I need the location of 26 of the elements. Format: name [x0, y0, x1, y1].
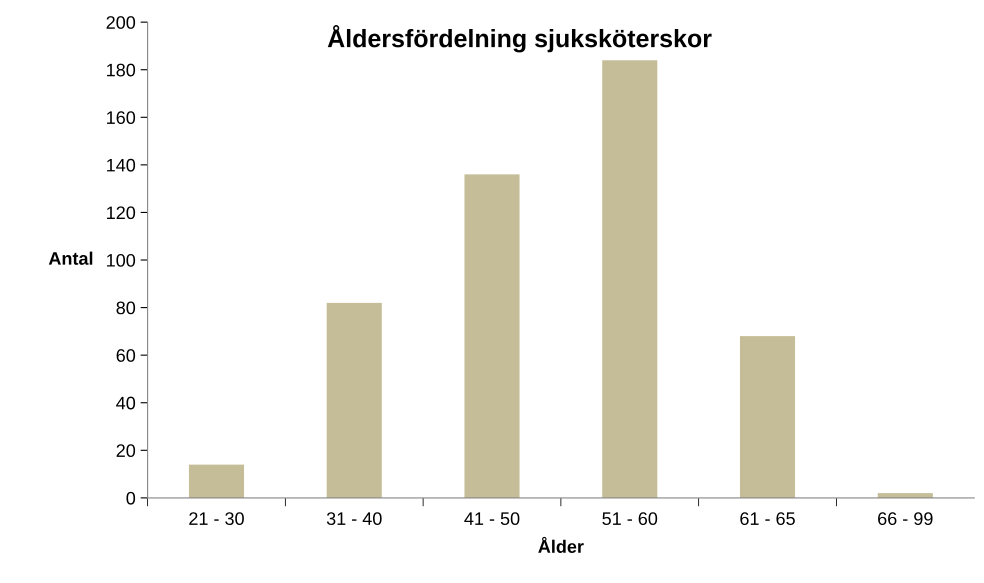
- x-tick-label: 66 - 99: [878, 512, 933, 526]
- y-tick-label: 200: [106, 16, 136, 29]
- y-tick-label: 40: [116, 396, 136, 410]
- y-axis-title: Antal: [48, 252, 92, 265]
- bar: [326, 302, 382, 498]
- bar: [188, 464, 244, 498]
- y-tick-label: 140: [107, 158, 136, 172]
- bar: [464, 174, 520, 498]
- y-tick-label: 120: [107, 206, 136, 220]
- y-tick-label: 180: [107, 64, 136, 76]
- y-tick-label: 0: [126, 492, 136, 505]
- bar: [740, 336, 796, 498]
- y-tick-label: 100: [107, 254, 136, 267]
- chart-title: Åldersfördelning sjuksköterskor: [328, 25, 712, 52]
- y-tick-label: 60: [116, 349, 136, 362]
- bar: [878, 493, 933, 498]
- y-tick-label: 20: [116, 444, 136, 458]
- x-axis-title: Ålder: [538, 536, 584, 553]
- y-tick-label: 80: [116, 302, 136, 314]
- x-tick-label: 51 - 60: [602, 512, 658, 526]
- bar: [602, 60, 658, 498]
- x-tick-label: 61 - 65: [740, 512, 795, 526]
- x-tick-label: 21 - 30: [189, 512, 244, 526]
- y-tick-label: 160: [107, 111, 136, 124]
- x-tick-label: 41 - 50: [464, 512, 520, 526]
- x-tick-label: 31 - 40: [326, 512, 382, 526]
